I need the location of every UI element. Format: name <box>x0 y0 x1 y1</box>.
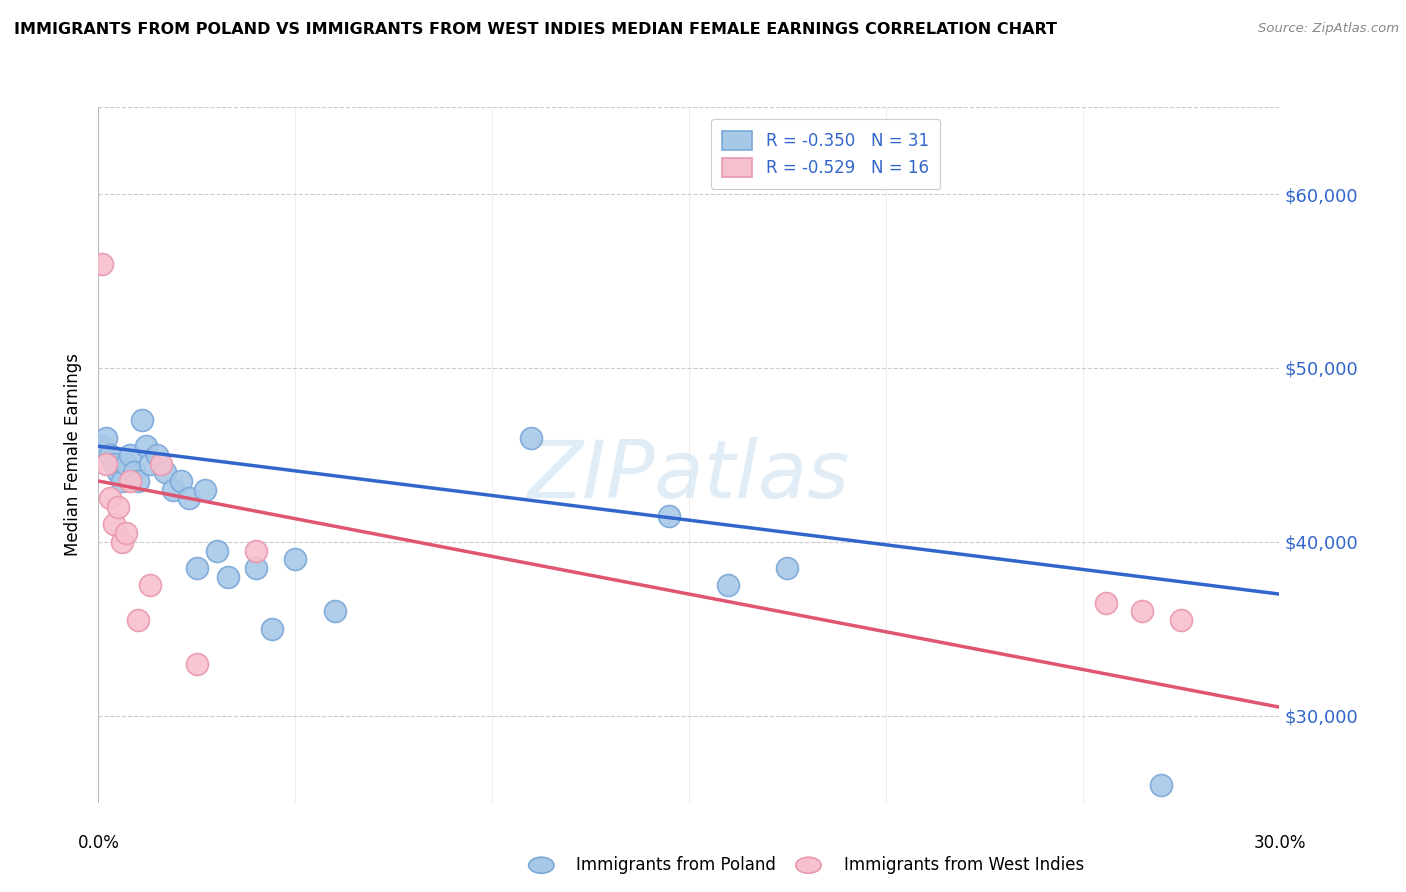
Point <box>107 466 129 480</box>
Point <box>155 466 177 480</box>
Text: Source: ZipAtlas.com: Source: ZipAtlas.com <box>1258 22 1399 36</box>
Point <box>146 448 169 462</box>
Legend: R = -0.350   N = 31, R = -0.529   N = 16: R = -0.350 N = 31, R = -0.529 N = 16 <box>710 119 941 189</box>
Text: Immigrants from West Indies: Immigrants from West Indies <box>844 856 1084 874</box>
Point <box>162 483 184 497</box>
Point <box>118 474 141 488</box>
Point <box>131 413 153 427</box>
Point <box>98 448 121 462</box>
Point <box>115 457 138 471</box>
Text: Immigrants from Poland: Immigrants from Poland <box>576 856 776 874</box>
Text: ZIPatlas: ZIPatlas <box>527 437 851 515</box>
Point <box>284 552 307 566</box>
Point <box>1095 596 1118 610</box>
Point <box>245 543 267 558</box>
Text: 0.0%: 0.0% <box>77 834 120 852</box>
Y-axis label: Median Female Earnings: Median Female Earnings <box>65 353 83 557</box>
Point <box>122 466 145 480</box>
Point <box>245 561 267 575</box>
Point <box>1170 613 1192 627</box>
Point <box>717 578 740 592</box>
Point <box>103 517 125 532</box>
Point <box>127 613 149 627</box>
Point <box>138 457 160 471</box>
Point <box>96 431 118 445</box>
Point <box>186 561 208 575</box>
Point <box>323 605 346 619</box>
Point <box>135 439 157 453</box>
Point <box>520 431 543 445</box>
Point <box>1130 605 1153 619</box>
Text: 30.0%: 30.0% <box>1253 834 1306 852</box>
Point <box>96 457 118 471</box>
Point <box>260 622 283 636</box>
Point <box>127 474 149 488</box>
Point <box>177 491 200 506</box>
Point <box>186 657 208 671</box>
Point <box>91 439 114 453</box>
Point <box>776 561 799 575</box>
Point <box>103 457 125 471</box>
Point <box>170 474 193 488</box>
Point <box>111 474 134 488</box>
Point <box>205 543 228 558</box>
Point <box>217 570 239 584</box>
Point <box>111 535 134 549</box>
Point <box>91 257 114 271</box>
Point <box>138 578 160 592</box>
Point <box>98 491 121 506</box>
Point <box>118 448 141 462</box>
Point <box>115 526 138 541</box>
Point <box>194 483 217 497</box>
Point <box>658 508 681 523</box>
Text: IMMIGRANTS FROM POLAND VS IMMIGRANTS FROM WEST INDIES MEDIAN FEMALE EARNINGS COR: IMMIGRANTS FROM POLAND VS IMMIGRANTS FRO… <box>14 22 1057 37</box>
Point <box>150 457 173 471</box>
Point <box>107 500 129 514</box>
Point <box>1150 778 1173 793</box>
